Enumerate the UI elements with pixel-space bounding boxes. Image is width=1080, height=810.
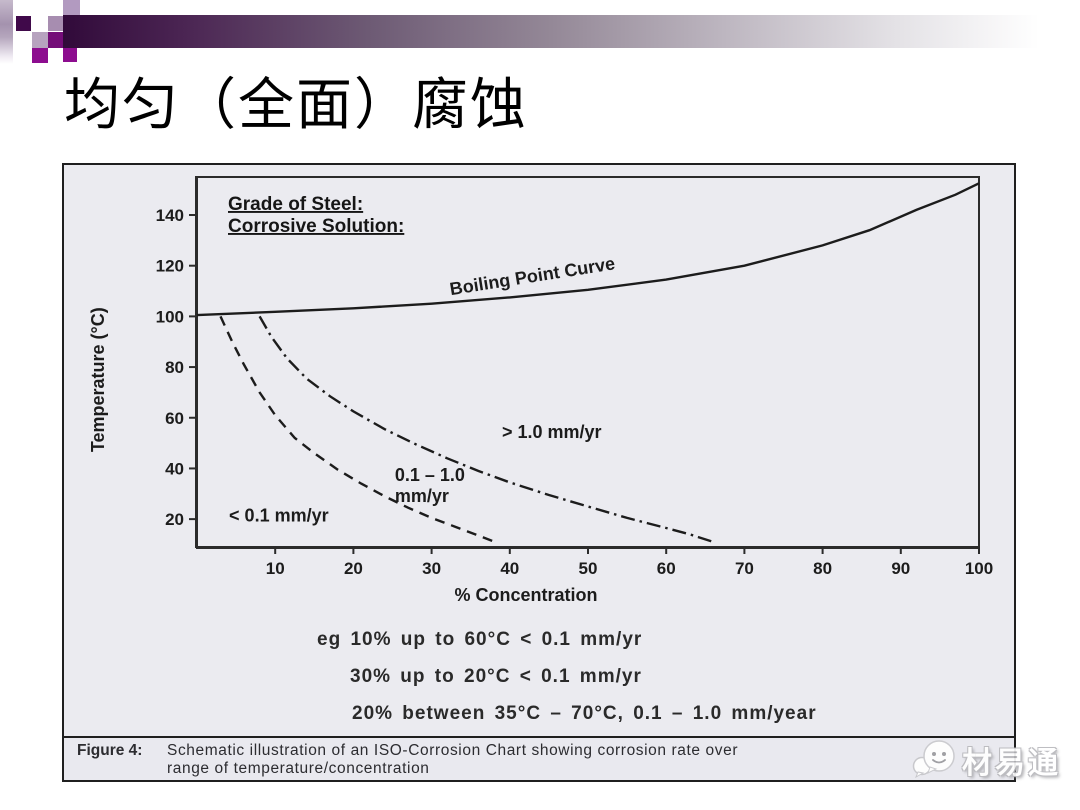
decor-gradient-bar [63,15,1080,48]
grade-of-steel-label: Grade of Steel: [228,194,363,215]
decor-square [32,32,48,48]
y-tick-label: 40 [165,459,184,478]
x-tick-label: 90 [891,559,910,578]
x-tick-label: 40 [500,559,519,578]
iso-corrosion-plot: 10 20 30 40 50 60 70 80 90 100 20 40 60 80 100 120 140 < … [88,176,993,605]
decor-square [48,16,63,31]
annotation-line-1: eg 10% up to 60°C < 0.1 mm/yr [317,629,643,650]
x-tick-label: 30 [422,559,441,578]
decor-square [16,16,31,31]
figure-caption: Figure 4: Schematic illustration of an I… [64,736,1014,780]
x-tick-label: 70 [735,559,754,578]
region-label-3: > 1.0 mm/yr [502,422,602,442]
corrosive-solution-label: Corrosive Solution: [228,216,404,237]
slide-title: 均匀（全面）腐蚀 [64,73,528,138]
y-tick-label: 80 [165,358,184,377]
figure-caption-line2: range of temperature/concentration [167,760,430,777]
y-tick-label: 140 [156,206,184,225]
boiling-point-curve-label: Boiling Point Curve [448,253,616,299]
x-tick-label: 20 [344,559,363,578]
decor-square [32,48,48,63]
boundary-1-0-mmyr [258,315,714,544]
decor-gradient-strip [0,0,13,64]
region-label-2: mm/yr [395,486,449,506]
figure-caption-label: Figure 4: [77,742,143,759]
figure-caption-body: Schematic illustration of an ISO-Corrosi… [167,742,738,778]
y-tick-label: 120 [156,257,184,276]
y-axis-title: Temperature (°C) [88,307,108,452]
decor-square [48,32,63,48]
x-tick-label: 10 [266,559,285,578]
figure-panel: 10 20 30 40 50 60 70 80 90 100 20 40 60 80 100 120 140 < … [62,163,1016,782]
x-axis-title: % Concentration [454,585,597,605]
y-tick-label: 100 [156,307,184,326]
boundary-0-1-mmyr [219,315,499,545]
region-label-2: 0.1 – 1.0 [395,465,465,485]
chat-bubble-icon [912,740,955,779]
x-tick-label: 60 [657,559,676,578]
decor-square [63,0,80,15]
x-tick-label: 100 [965,559,993,578]
x-tick-label: 80 [813,559,832,578]
annotation-line-2: 30% up to 20°C < 0.1 mm/yr [350,666,642,687]
boiling-point-curve [196,182,980,317]
y-tick-label: 20 [165,510,184,529]
x-tick-label: 50 [579,559,598,578]
y-tick-label: 60 [165,409,184,428]
figure-caption-line1: Schematic illustration of an ISO-Corrosi… [167,742,739,759]
watermark: 材易通 [910,738,1061,782]
watermark-text: 材易通 [962,747,1061,780]
decor-square [63,48,77,62]
region-label-1: < 0.1 mm/yr [229,506,329,526]
annotation-line-3: 20% between 35°C – 70°C, 0.1 – 1.0 mm/ye… [352,703,817,724]
